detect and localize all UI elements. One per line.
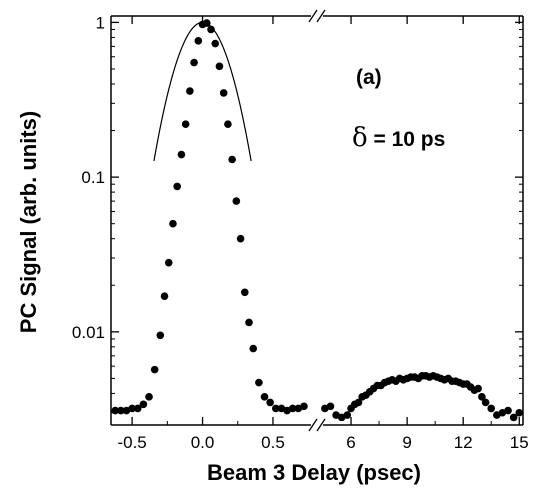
data-point-0-39 xyxy=(300,402,308,411)
data-point-0-11 xyxy=(169,219,177,228)
x-tick-label-0-1: 0.0 xyxy=(191,433,215,452)
data-point-1-40 xyxy=(478,393,486,401)
delta-symbol: δ xyxy=(352,123,368,153)
data-point-1-4 xyxy=(343,411,352,419)
data-point-0-24 xyxy=(224,120,232,128)
data-point-0-37 xyxy=(288,404,297,413)
x-tick-label-0-0: -0.5 xyxy=(117,433,146,452)
axis-ticks xyxy=(111,16,523,425)
x-axis-title: Beam 3 Delay (psec) xyxy=(207,460,421,485)
x-tick-label-1-3: 15 xyxy=(510,433,529,452)
data-point-0-5 xyxy=(139,400,148,409)
data-point-0-12 xyxy=(173,182,181,191)
delta-annotation: δ = 10 ps xyxy=(352,123,445,153)
data-point-1-7 xyxy=(354,398,363,407)
data-point-0-21 xyxy=(211,39,220,48)
axis-break-mark-bottom-0 xyxy=(308,418,318,432)
data-point-0-13 xyxy=(177,150,186,159)
y-tick-label-1: 0.1 xyxy=(81,168,105,187)
panel-label: (a) xyxy=(356,66,382,89)
data-point-0-7 xyxy=(150,365,159,374)
data-point-0-3 xyxy=(128,404,136,413)
y-tick-label-2: 1 xyxy=(96,13,105,32)
data-point-0-27 xyxy=(236,234,245,243)
data-point-0-29 xyxy=(245,318,253,327)
data-point-1-45 xyxy=(504,406,512,415)
y-tick-label-0: 0.01 xyxy=(72,323,105,342)
data-point-0-17 xyxy=(194,37,203,45)
fit-curve xyxy=(153,21,252,162)
x-tick-label-1-1: 9 xyxy=(402,433,411,452)
x-tick-label-0-2: 0.5 xyxy=(261,433,285,452)
fit-curve-layer xyxy=(153,21,252,162)
data-point-0-20 xyxy=(207,25,215,34)
data-point-1-46 xyxy=(509,413,518,422)
data-point-0-14 xyxy=(181,120,190,128)
tick-labels-layer: 0.01 0.1 1 -0.5 0.0 0.5 6 9 12 15 xyxy=(72,13,529,452)
data-point-1-39 xyxy=(474,384,482,393)
data-point-1-47 xyxy=(515,408,524,417)
data-point-0-9 xyxy=(160,292,169,300)
data-point-0-16 xyxy=(190,58,198,67)
data-point-1-42 xyxy=(487,404,496,413)
x-tick-label-1-2: 12 xyxy=(454,433,473,452)
data-point-0-4 xyxy=(133,404,142,413)
data-point-1-41 xyxy=(481,398,490,407)
x-tick-label-1-0: 6 xyxy=(346,433,355,452)
y-axis-title: PC Signal (arb. units) xyxy=(16,111,41,333)
delta-value: = 10 ps xyxy=(368,128,446,151)
data-point-0-26 xyxy=(232,197,241,205)
data-point-0-31 xyxy=(255,378,263,387)
axis-break-mark-top-0 xyxy=(308,9,318,23)
data-point-0-15 xyxy=(186,87,194,95)
data-point-0-34 xyxy=(271,404,280,413)
data-point-1-1 xyxy=(326,402,335,411)
data-point-0-28 xyxy=(241,288,249,297)
data-point-0-19 xyxy=(202,19,211,27)
data-point-0-8 xyxy=(156,331,165,340)
data-point-0-32 xyxy=(260,393,269,401)
data-point-0-6 xyxy=(145,393,153,401)
data-point-0-10 xyxy=(164,258,173,267)
axis-break-mark-top-1 xyxy=(316,9,326,23)
data-point-0-0 xyxy=(111,406,120,415)
data-point-0-33 xyxy=(266,398,274,407)
data-points-layer xyxy=(111,19,524,422)
data-point-0-22 xyxy=(215,62,224,71)
data-point-0-23 xyxy=(219,89,228,97)
axis-break-mark-bottom-1 xyxy=(316,418,326,432)
data-point-0-30 xyxy=(249,344,258,353)
data-point-0-25 xyxy=(228,155,236,164)
data-point-0-1 xyxy=(117,406,125,415)
